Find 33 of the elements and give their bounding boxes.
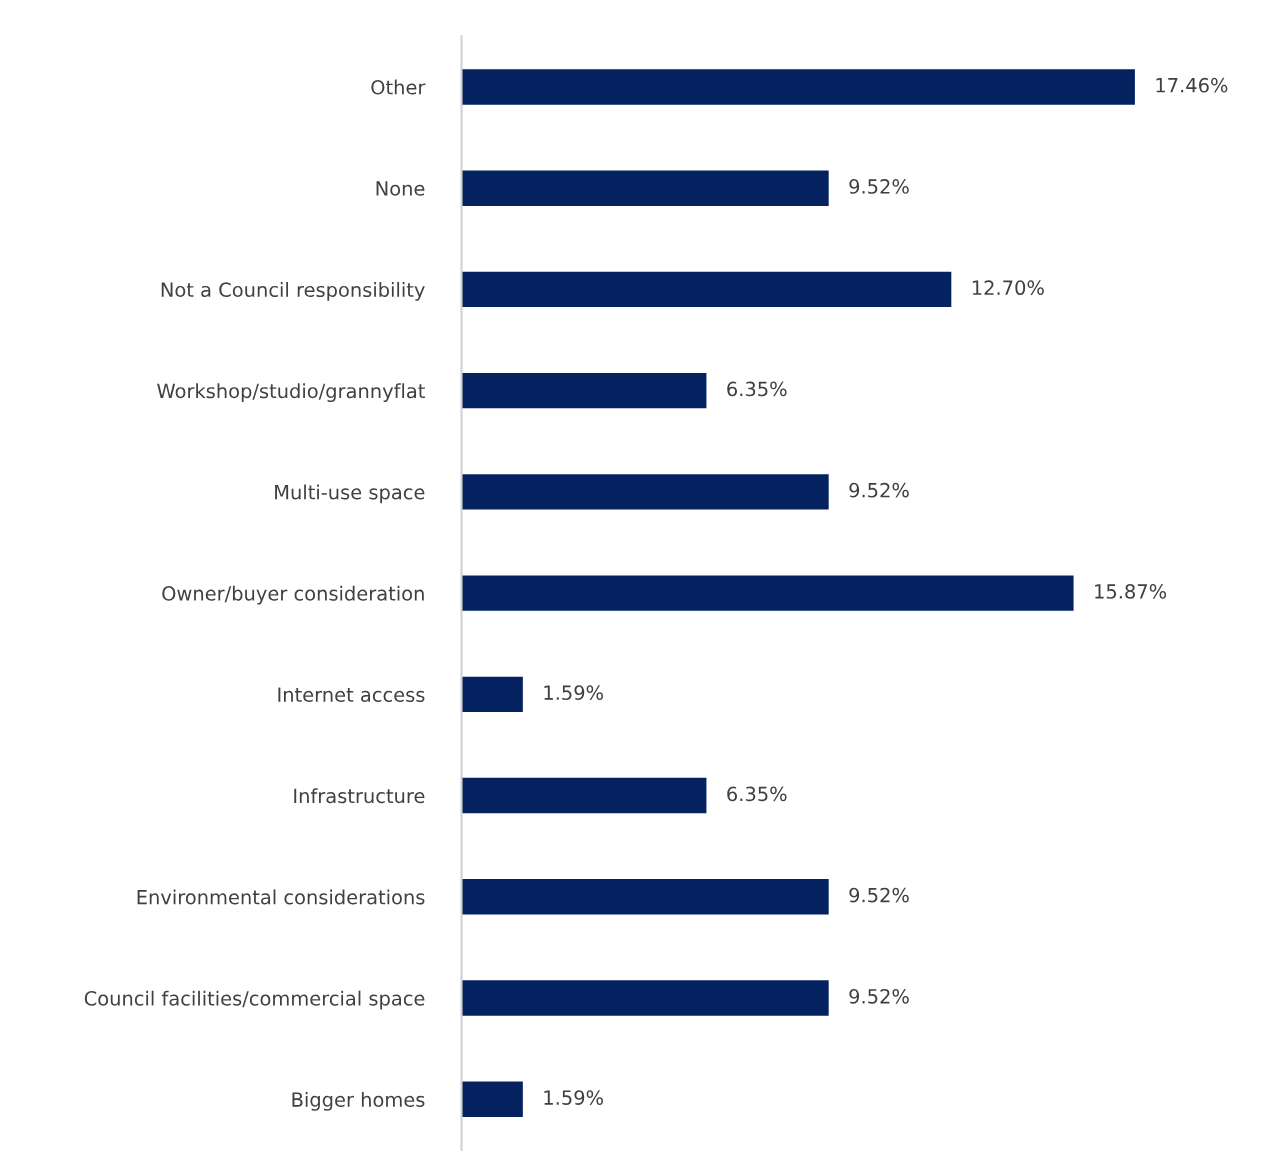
bar <box>461 372 707 409</box>
bar <box>461 777 707 814</box>
y-tick-label: Multi-use space <box>275 484 425 504</box>
y-tick-label: Infrastructure <box>294 788 425 804</box>
data-label: 9.52% <box>849 179 909 194</box>
data-label: 9.52% <box>849 482 909 498</box>
bar <box>461 474 829 510</box>
bar <box>461 69 1135 105</box>
bar <box>461 170 829 206</box>
bar <box>461 1081 523 1118</box>
y-tick-label: Bigger homes <box>292 1091 425 1111</box>
y-tick-label: Other <box>371 79 426 95</box>
data-label: 6.35% <box>727 786 787 802</box>
y-tick-label: Workshop/studio/grannyflat <box>157 383 425 403</box>
data-label: 9.52% <box>849 887 909 903</box>
bar <box>461 271 952 308</box>
bar <box>461 575 1074 611</box>
y-tick-label: Internet access <box>278 687 425 703</box>
data-label: 6.35% <box>727 381 787 397</box>
y-tick-label: Council facilities/commercial space <box>84 990 425 1010</box>
y-tick-label: Owner/buyer consideration <box>162 585 424 605</box>
bar <box>461 879 829 915</box>
bar <box>461 676 523 713</box>
data-label: 1.59% <box>544 1090 603 1105</box>
y-tick-label: Environmental considerations <box>137 889 425 905</box>
data-label: 9.52% <box>849 989 909 1004</box>
bar <box>461 980 829 1016</box>
data-label: 1.59% <box>544 685 603 700</box>
data-label: 17.46% <box>1156 77 1228 93</box>
data-label: 15.87% <box>1095 584 1167 599</box>
y-tick-label: None <box>376 181 425 196</box>
data-label: 12.70% <box>972 280 1044 296</box>
y-tick-label: Not a Council responsibility <box>161 282 425 301</box>
